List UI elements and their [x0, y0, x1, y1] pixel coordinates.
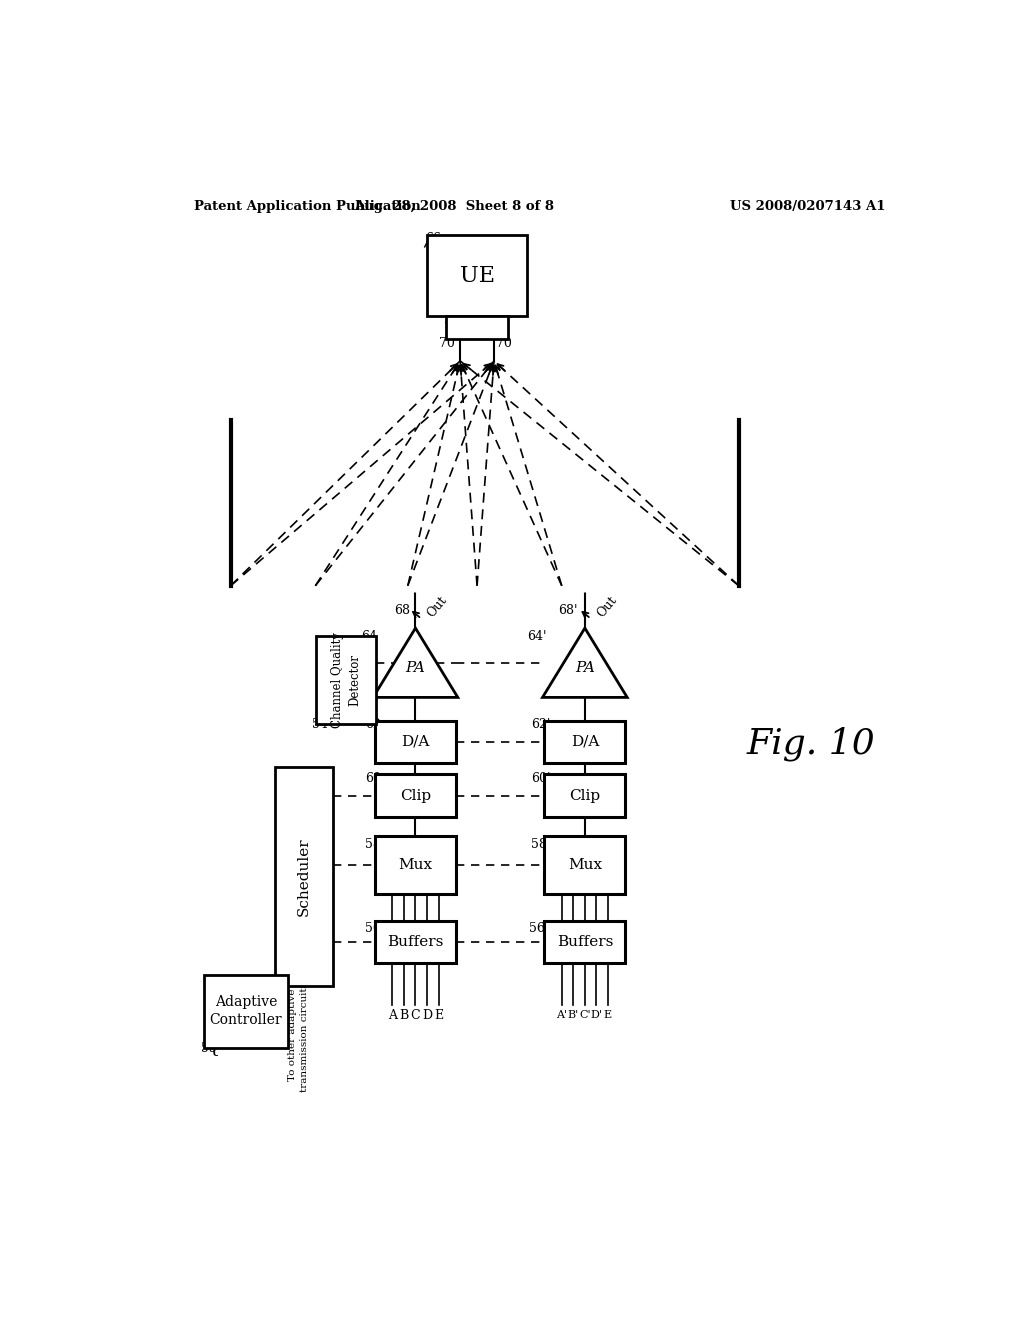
Text: PA: PA	[574, 661, 595, 676]
Text: 54: 54	[312, 718, 328, 731]
Text: US 2008/0207143 A1: US 2008/0207143 A1	[730, 199, 886, 213]
Text: 68: 68	[394, 605, 410, 618]
Text: 55: 55	[202, 1041, 217, 1055]
Bar	[375, 921, 456, 964]
Text: Aug. 28, 2008  Sheet 8 of 8: Aug. 28, 2008 Sheet 8 of 8	[354, 199, 554, 213]
Text: Clip: Clip	[569, 788, 600, 803]
Text: Fig. 10: Fig. 10	[746, 726, 876, 760]
Text: E: E	[604, 1010, 612, 1020]
Text: UE: UE	[460, 265, 495, 286]
Text: D: D	[422, 1008, 432, 1022]
Polygon shape	[543, 628, 628, 697]
Text: To other adaptive
transmission circuitry: To other adaptive transmission circuitry	[288, 977, 309, 1092]
Text: B': B'	[567, 1010, 579, 1020]
Text: Scheduler: Scheduler	[297, 837, 311, 916]
Text: 62: 62	[366, 718, 381, 731]
Bar	[204, 974, 289, 1048]
Text: Channel Quality
Detector: Channel Quality Detector	[331, 632, 361, 729]
Text: A: A	[388, 1008, 397, 1022]
Text: D/A: D/A	[401, 735, 430, 748]
Text: Buffers: Buffers	[387, 935, 443, 949]
Text: Mux: Mux	[398, 858, 432, 873]
Text: C': C'	[579, 1010, 591, 1020]
Text: 60: 60	[366, 772, 381, 785]
Text: B: B	[399, 1008, 409, 1022]
Text: 68': 68'	[558, 605, 578, 618]
Bar	[545, 836, 626, 894]
Text: A': A'	[556, 1010, 567, 1020]
Text: 60': 60'	[531, 772, 551, 785]
Bar	[545, 775, 626, 817]
Text: Mux: Mux	[567, 858, 602, 873]
Text: Adaptive
Controller: Adaptive Controller	[210, 995, 283, 1027]
Text: 70: 70	[496, 337, 511, 350]
Text: D/A: D/A	[570, 735, 599, 748]
Polygon shape	[373, 628, 458, 697]
Bar	[316, 636, 376, 725]
Bar	[446, 317, 508, 339]
Text: 66: 66	[425, 231, 441, 244]
Text: 52: 52	[273, 979, 289, 993]
Bar	[274, 767, 333, 986]
Text: PA: PA	[406, 661, 425, 676]
Text: 64: 64	[361, 630, 378, 643]
Text: 70: 70	[438, 337, 455, 350]
Text: Patent Application Publication: Patent Application Publication	[194, 199, 421, 213]
Bar	[545, 721, 626, 763]
Text: Out: Out	[425, 593, 450, 619]
Text: 56': 56'	[529, 923, 549, 936]
Bar	[375, 721, 456, 763]
Text: 58: 58	[366, 838, 381, 850]
Bar	[427, 235, 527, 317]
Bar	[545, 921, 626, 964]
Text: E: E	[434, 1008, 443, 1022]
Bar	[375, 775, 456, 817]
Text: Out: Out	[594, 593, 620, 619]
Text: Buffers: Buffers	[557, 935, 613, 949]
Text: 62': 62'	[531, 718, 550, 731]
Text: 58': 58'	[531, 838, 550, 850]
Text: {: {	[208, 1038, 220, 1056]
Text: D': D'	[591, 1010, 602, 1020]
Text: 56: 56	[366, 923, 381, 936]
Bar	[375, 836, 456, 894]
Text: 64': 64'	[527, 630, 547, 643]
Text: Clip: Clip	[400, 788, 431, 803]
Text: C: C	[411, 1008, 420, 1022]
